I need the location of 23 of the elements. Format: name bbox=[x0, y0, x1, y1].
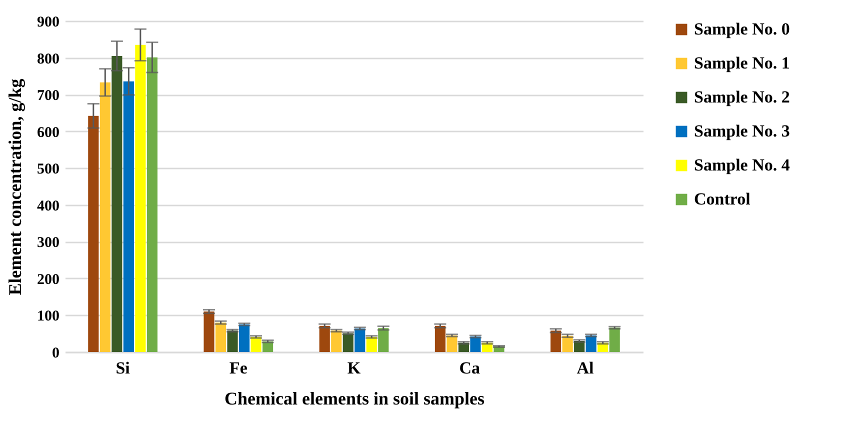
y-tick-label: 500 bbox=[37, 162, 60, 178]
y-tick-label: 300 bbox=[37, 235, 60, 252]
y-tick-label: 400 bbox=[37, 198, 60, 214]
y-tick-label: 600 bbox=[37, 124, 60, 141]
legend-label: Sample No. 1 bbox=[694, 54, 790, 72]
y-tick-label: 200 bbox=[37, 272, 60, 288]
y-tick-label: 100 bbox=[37, 308, 60, 325]
legend-label: Control bbox=[694, 190, 751, 208]
legend-label: Sample No. 4 bbox=[694, 156, 790, 174]
x-tick-label: K bbox=[347, 358, 362, 378]
y-tick-label: 800 bbox=[37, 51, 60, 68]
legend-label: Sample No. 2 bbox=[694, 88, 790, 106]
legend-label: Sample No. 3 bbox=[694, 122, 790, 140]
y-tick-label: 900 bbox=[37, 14, 60, 30]
y-tick-label: 700 bbox=[37, 88, 60, 104]
legend-label: Sample No. 0 bbox=[694, 20, 790, 38]
x-tick-label: Si bbox=[116, 358, 130, 378]
x-tick-label: Fe bbox=[229, 358, 248, 378]
x-axis-title: Chemical elements in soil samples bbox=[224, 388, 484, 408]
x-tick-label: Al bbox=[576, 358, 594, 378]
x-tick-label: Ca bbox=[459, 358, 480, 378]
y-axis-title: Element concentration, g/kg bbox=[5, 78, 25, 296]
y-tick-label: 0 bbox=[52, 346, 60, 362]
